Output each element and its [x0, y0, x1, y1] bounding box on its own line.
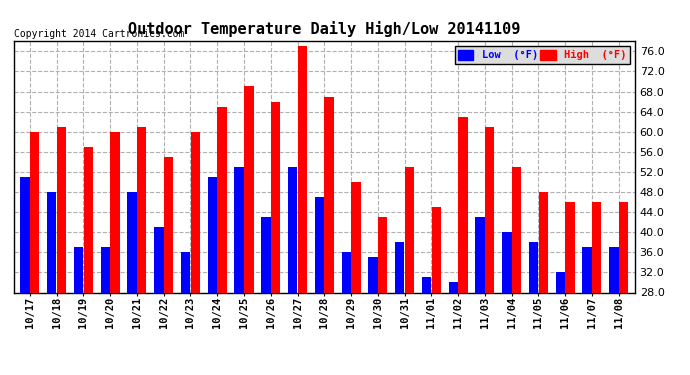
- Bar: [368, 257, 377, 375]
- Bar: [458, 117, 468, 375]
- Bar: [405, 167, 414, 375]
- Bar: [351, 182, 361, 375]
- Bar: [110, 132, 119, 375]
- Bar: [485, 127, 495, 375]
- Legend: Low  (°F), High  (°F): Low (°F), High (°F): [455, 46, 629, 63]
- Bar: [83, 147, 93, 375]
- Bar: [154, 227, 164, 375]
- Bar: [342, 252, 351, 375]
- Bar: [539, 192, 548, 375]
- Bar: [609, 247, 619, 375]
- Bar: [288, 167, 297, 375]
- Bar: [502, 232, 511, 375]
- Bar: [47, 192, 57, 375]
- Bar: [324, 96, 334, 375]
- Bar: [74, 247, 83, 375]
- Bar: [592, 202, 602, 375]
- Bar: [181, 252, 190, 375]
- Bar: [235, 167, 244, 375]
- Bar: [395, 242, 404, 375]
- Bar: [101, 247, 110, 375]
- Bar: [262, 217, 270, 375]
- Bar: [431, 207, 441, 375]
- Bar: [137, 127, 146, 375]
- Text: Copyright 2014 Cartronics.com: Copyright 2014 Cartronics.com: [14, 29, 184, 39]
- Bar: [422, 278, 431, 375]
- Bar: [190, 132, 200, 375]
- Bar: [164, 157, 173, 375]
- Bar: [378, 217, 387, 375]
- Bar: [244, 87, 253, 375]
- Bar: [619, 202, 628, 375]
- Bar: [582, 247, 592, 375]
- Bar: [555, 272, 565, 375]
- Bar: [128, 192, 137, 375]
- Bar: [565, 202, 575, 375]
- Bar: [512, 167, 521, 375]
- Bar: [57, 127, 66, 375]
- Title: Outdoor Temperature Daily High/Low 20141109: Outdoor Temperature Daily High/Low 20141…: [128, 21, 520, 37]
- Bar: [297, 46, 307, 375]
- Bar: [21, 177, 30, 375]
- Bar: [217, 106, 227, 375]
- Bar: [475, 217, 485, 375]
- Bar: [315, 197, 324, 375]
- Bar: [271, 102, 280, 375]
- Bar: [208, 177, 217, 375]
- Bar: [529, 242, 538, 375]
- Bar: [448, 282, 458, 375]
- Bar: [30, 132, 39, 375]
